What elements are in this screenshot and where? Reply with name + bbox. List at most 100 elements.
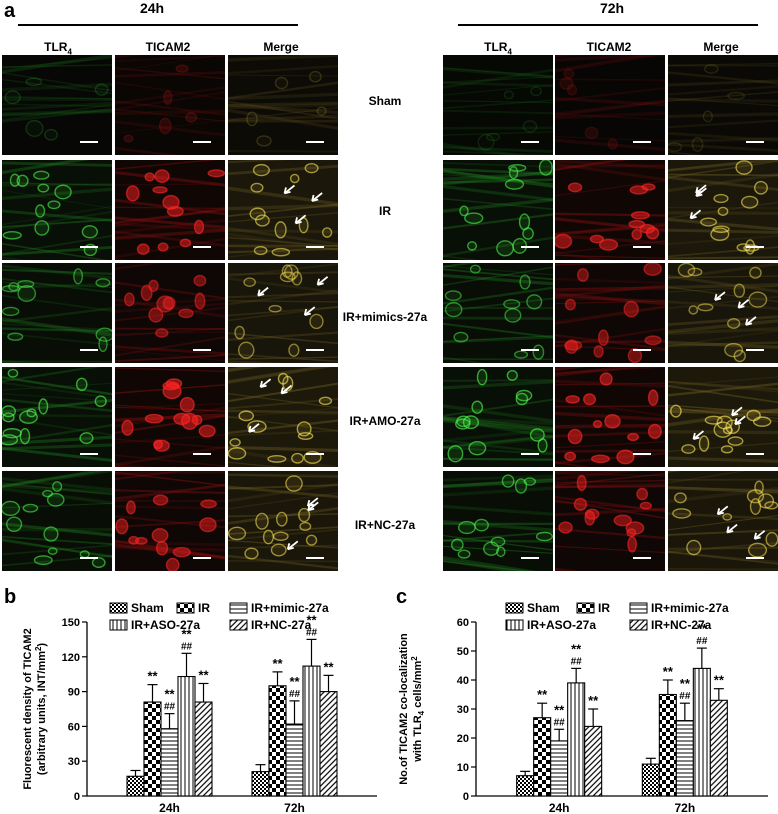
scale-bar [193, 557, 211, 559]
arrow-icon [753, 530, 766, 540]
legend-swatch [109, 602, 128, 614]
significance-label: ** [323, 659, 334, 674]
y-tick-label: 40 [457, 675, 469, 687]
significance-label: ## [164, 702, 176, 713]
scale-bar [306, 141, 324, 143]
row-label-ir-amo-27a: IR+AMO-27a [349, 414, 421, 428]
significance-label: ** [588, 693, 599, 708]
bar-ir-24h [533, 717, 552, 797]
micrograph-ticam-24h-ir [115, 160, 225, 260]
row-label-ir-nc-27a: IR+NC-27a [354, 518, 416, 532]
arrow-icon [286, 540, 299, 551]
row-label-sham: Sham [368, 94, 402, 108]
col-label-merge-24h: Merge [263, 40, 299, 54]
significance-label: ** [571, 641, 582, 656]
micrograph-merge-72h-ir-nc-27a [668, 471, 778, 571]
x-category-label: 72h [284, 801, 305, 814]
time-rule-24h [18, 24, 298, 26]
legend-label: IR+NC-27a [651, 618, 712, 632]
scale-bar [521, 141, 539, 143]
col-label-ticam2-72h: TICAM2 [586, 40, 632, 54]
significance-label: ** [306, 612, 317, 627]
significance-label: ** [554, 702, 565, 717]
significance-label: ** [663, 664, 674, 679]
bar-ir-72h [268, 685, 287, 797]
scale-bar [521, 349, 539, 351]
scale-bar [746, 246, 764, 248]
arrow-icon [259, 378, 272, 389]
significance-label: ## [679, 691, 691, 702]
scale-bar [193, 141, 211, 143]
significance-label: ## [571, 656, 583, 667]
arrow-icon [692, 430, 704, 440]
legend-swatch [629, 619, 648, 631]
scale-bar [521, 453, 539, 455]
scale-bar [306, 453, 324, 455]
bar-ir-24h [143, 701, 162, 797]
micrograph-tlr-72h-ir-amo-27a [443, 367, 553, 467]
bar-ir-aso-27a-72h [302, 665, 321, 797]
bar-ir-nc-27a-72h [319, 691, 338, 797]
micrograph-tlr-24h-sham [2, 55, 112, 155]
legend-label: IR+mimic-27a [651, 601, 729, 615]
bar-ir-nc-27a-72h [709, 699, 728, 797]
bar-ir-nc-27a-24h [194, 701, 213, 797]
legend-swatch [176, 602, 195, 614]
micrograph-merge-24h-ir [228, 160, 338, 260]
scale-bar [80, 557, 98, 559]
significance-label: ** [714, 673, 725, 688]
y-tick-label: 30 [68, 756, 80, 768]
col-label-merge-72h: Merge [703, 40, 739, 54]
arrow-icon [734, 415, 746, 426]
scale-bar [80, 453, 98, 455]
significance-label: ** [289, 674, 300, 689]
significance-label: ** [272, 656, 283, 671]
arrow-icon [695, 187, 707, 198]
legend-swatch [109, 619, 128, 631]
legend-swatch [505, 619, 524, 631]
scale-bar [633, 246, 651, 248]
scale-bar [521, 557, 539, 559]
scale-bar [306, 349, 324, 351]
micrograph-ticam-72h-ir [555, 160, 665, 260]
bar-ir-mimic-27a-72h [675, 720, 694, 797]
micrograph-ticam-72h-ir-amo-27a [555, 367, 665, 467]
bar-ir-mimic-27a-24h [160, 728, 179, 797]
scale-bar [746, 349, 764, 351]
col-label-tlr4-24h: TLR4 [44, 40, 72, 57]
arrow-icon [306, 497, 319, 507]
scale-bar [80, 141, 98, 143]
row-label-ir-mimics-27a: IR+mimics-27a [342, 310, 428, 324]
micrograph-tlr-24h-ir-mimics-27a [2, 263, 112, 363]
y-axis-label-line1: Fluorescent density of TICAM2 [22, 628, 34, 789]
panel-letter-c: c [396, 586, 408, 608]
bar-sham-72h [251, 771, 270, 797]
y-axis-label-line2: with TLR4 cells/mm2 [410, 656, 426, 763]
col-label-ticam2-24h: TICAM2 [145, 40, 191, 54]
legend-swatch [505, 602, 524, 614]
micrograph-merge-24h-ir-mimics-27a [228, 263, 338, 363]
legend-label: Sham [527, 601, 560, 615]
significance-label: ## [181, 641, 193, 652]
micrograph-ticam-24h-ir-mimics-27a [115, 263, 225, 363]
scale-bar [746, 453, 764, 455]
x-category-label: 24h [549, 801, 570, 814]
micrograph-ticam-24h-ir-nc-27a [115, 471, 225, 571]
y-tick-label: 150 [62, 617, 80, 629]
scale-bar [633, 557, 651, 559]
arrow-icon [257, 286, 269, 297]
legend-label: Sham [131, 601, 164, 615]
x-category-label: 24h [159, 801, 180, 814]
scale-bar [193, 246, 211, 248]
arrow-icon [248, 423, 260, 433]
row-label-ir: IR [379, 204, 391, 218]
legend-label: IR+ASO-27a [131, 618, 200, 632]
panel-letter-b: b [4, 586, 17, 608]
scale-bar [633, 141, 651, 143]
bar-sham-24h [516, 775, 535, 797]
micrograph-merge-24h-sham [228, 55, 338, 155]
legend-swatch [629, 602, 648, 614]
micrograph-merge-72h-ir-amo-27a [668, 367, 778, 467]
y-axis-label-line1: No.of TICAM2 co-localization [398, 633, 410, 785]
significance-label: ** [697, 621, 708, 636]
